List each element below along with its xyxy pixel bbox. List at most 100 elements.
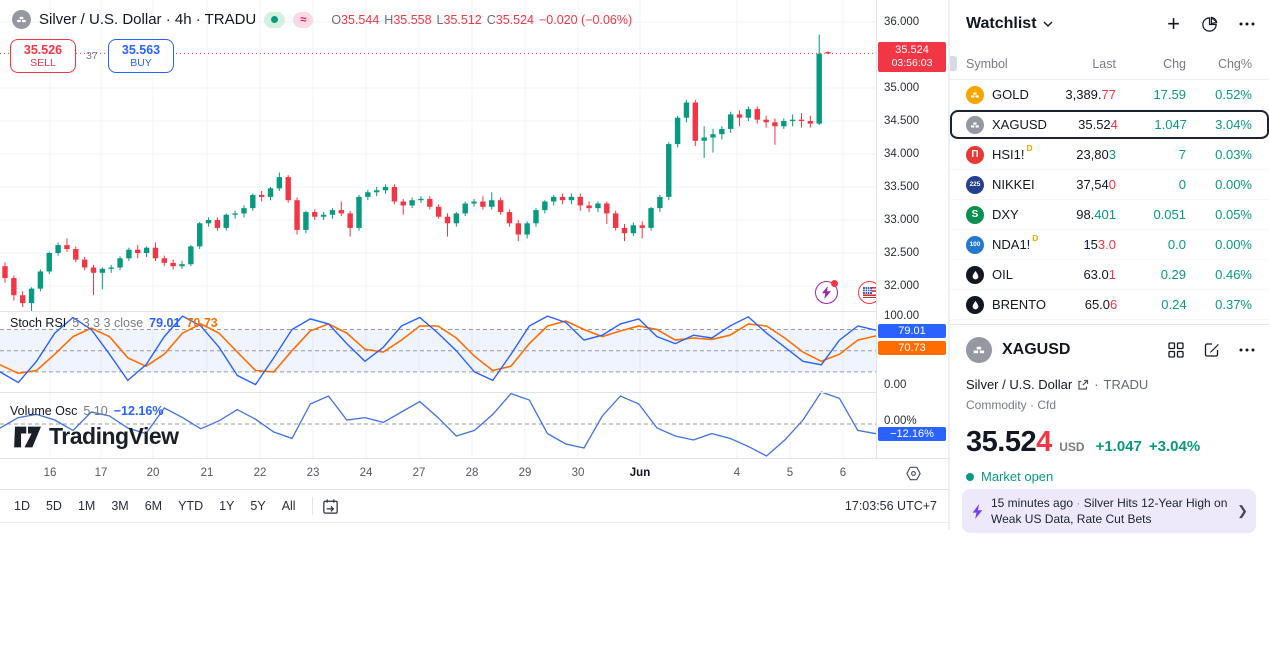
chart-section[interactable]: Silver / U.S. Dollar · 4h · TRADU ≈ O35.… <box>0 0 948 523</box>
sell-button[interactable]: 35.526 SELL <box>10 39 76 73</box>
current-price: 35.524 <box>895 44 929 56</box>
col-chg-pct[interactable]: Chg% <box>1217 56 1252 71</box>
notification-dot <box>831 280 838 287</box>
range-button-5y[interactable]: 5Y <box>250 499 266 513</box>
chg-pct-cell: 0.00% <box>1215 177 1252 192</box>
range-button-ytd[interactable]: YTD <box>178 499 204 513</box>
pie-chart-icon[interactable] <box>1200 15 1219 34</box>
watchlist-row-nda1[interactable]: 100 NDA1! D 153.0 0.0 0.00% <box>950 230 1269 260</box>
time-tick-label: 17 <box>94 467 108 479</box>
range-button-all[interactable]: All <box>281 499 296 513</box>
last-price-tick: 4 <box>1036 426 1053 458</box>
market-status-pill[interactable] <box>264 11 286 28</box>
edit-note-icon[interactable] <box>1203 341 1221 359</box>
price-change-pct: +3.04% <box>1148 438 1201 455</box>
symbol-description[interactable]: Silver / U.S. Dollar <box>966 377 1073 392</box>
chg-cell: 0.29 <box>1160 267 1186 282</box>
watchlist-row-brento[interactable]: BRENTO 65.06 0.24 0.37% <box>950 290 1269 320</box>
clock-timezone[interactable]: 17:03:56 UTC+7 <box>844 499 937 513</box>
more-options-icon[interactable] <box>1239 22 1255 26</box>
watermark-text: TradingView <box>49 423 179 449</box>
col-symbol[interactable]: Symbol <box>966 56 1008 71</box>
chg-pct-cell: 0.03% <box>1215 147 1252 162</box>
grid-view-icon[interactable] <box>1167 341 1185 359</box>
last-cell: 35.524 <box>1078 117 1118 132</box>
ohlc-values: O35.544 H35.558 L35.512 C35.524 −0.020 (−0.0… <box>331 13 632 27</box>
news-banner[interactable]: 15 minutes ago · Silver Hits 12-Year Hig… <box>962 489 1256 534</box>
time-tick-label: 28 <box>465 467 479 479</box>
watchlist-row-oil[interactable]: OIL 63.01 0.29 0.46% <box>950 260 1269 290</box>
more-options-icon[interactable] <box>1239 348 1255 352</box>
price-tick-label: 36.000 <box>884 16 920 28</box>
range-button-1y[interactable]: 1Y <box>219 499 235 513</box>
symbol-cell: 225 NIKKEI <box>966 175 1044 194</box>
silver-bars-icon <box>966 337 992 363</box>
candlestick-series <box>2 34 831 311</box>
price-tick-label: 34.000 <box>884 148 920 160</box>
symbol-cell: BRENTO <box>966 295 1046 314</box>
watchlist-row-gold[interactable]: GOLD 3,389.77 17.59 0.52% <box>950 80 1269 110</box>
range-button-1m[interactable]: 1M <box>77 499 96 513</box>
watchlist-row-hsi1[interactable]: Π HSI1! D 23,803 7 0.03% <box>950 140 1269 170</box>
watchlist-column-headers[interactable]: Symbol Last Chg Chg% <box>950 48 1269 80</box>
symbol-cell: XAGUSD <box>966 115 1047 134</box>
dxy-s-icon: S <box>966 205 984 224</box>
chg-pct-cell: 0.00% <box>1215 237 1252 252</box>
stoch-d-value: 70.73 <box>186 316 218 330</box>
tradingview-watermark: TradingView <box>14 423 179 450</box>
time-tick-label: 27 <box>412 467 426 479</box>
sell-price: 35.526 <box>23 42 63 57</box>
market-status-text: Market open <box>981 469 1054 484</box>
ohlc-item: L35.512 <box>436 12 482 27</box>
col-chg[interactable]: Chg <box>1163 56 1186 71</box>
symbol-name[interactable]: XAGUSD <box>1002 341 1071 358</box>
time-tick-label: 23 <box>306 467 320 479</box>
axis-settings-icon[interactable] <box>905 465 922 485</box>
delayed-badge: D <box>1026 143 1033 153</box>
col-last[interactable]: Last <box>1092 56 1116 71</box>
goto-date-icon[interactable] <box>321 497 340 516</box>
vol-axis-zero: 0.00% <box>884 415 917 427</box>
range-button-5d[interactable]: 5D <box>45 499 62 513</box>
chart-canvas[interactable] <box>0 0 948 458</box>
flash-event-icon[interactable] <box>815 280 838 304</box>
time-axis[interactable]: 16 17 20 21 22 23 24 27 28 29 30 Jun 4 5 6 <box>0 458 948 489</box>
stoch-axis-high: 100.00 <box>884 310 920 322</box>
watchlist-title-button[interactable]: Watchlist <box>966 15 1053 33</box>
watchlist-row-dxy[interactable]: S DXY 98.401 0.051 0.05% <box>950 200 1269 230</box>
delayed-badge: D <box>1032 233 1039 243</box>
price-tick-label: 34.500 <box>884 115 920 127</box>
symbol-info-panel: XAGUSD Silver / U.S. Dollar · <box>950 325 1269 484</box>
watchlist-row-nikkei[interactable]: 225 NIKKEI 37,540 0 0.00% <box>950 170 1269 200</box>
time-tick-label: 6 <box>839 467 847 479</box>
symbol-cell: S DXY <box>966 205 1044 224</box>
stoch-d-line <box>0 320 877 375</box>
range-button-1d[interactable]: 1D <box>14 499 30 513</box>
add-symbol-icon[interactable]: + <box>1167 11 1180 36</box>
price-tick-label: 33.000 <box>884 214 920 226</box>
toolbar-divider <box>311 497 313 515</box>
stoch-k-value: 79.01 <box>149 316 181 330</box>
stoch-name: Stoch RSI <box>10 316 67 330</box>
watchlist-row-xagusd[interactable]: XAGUSD 35.524 1.047 3.04% <box>950 110 1269 140</box>
stoch-params: 5 3 3 3 close <box>72 316 144 330</box>
chart-legend: Silver / U.S. Dollar · 4h · TRADU ≈ O35.… <box>12 10 632 29</box>
volume-osc-legend[interactable]: Volume Osc 5 10 −12.16% <box>10 404 163 418</box>
price-tick-label: 35.000 <box>884 82 920 94</box>
range-button-3m[interactable]: 3M <box>111 499 129 513</box>
buy-button[interactable]: 35.563 BUY <box>108 39 174 73</box>
stoch-rsi-legend[interactable]: Stoch RSI 5 3 3 3 close 79.01 70.73 <box>10 316 218 330</box>
oil-drop-icon <box>966 295 984 314</box>
vol-osc-badge: −12.16% <box>878 427 946 441</box>
trade-buttons: 35.526 SELL 37 35.563 BUY <box>10 39 174 73</box>
wave-pill[interactable]: ≈ <box>293 11 314 28</box>
range-button-6m[interactable]: 6M <box>144 499 163 513</box>
chg-pct-cell: 0.52% <box>1215 87 1252 102</box>
gold-bars-icon <box>966 85 984 104</box>
external-link-icon[interactable] <box>1077 379 1089 391</box>
volosc-value: −12.16% <box>113 404 164 418</box>
watchlist-header: Watchlist + <box>950 0 1269 48</box>
symbol-title[interactable]: Silver / U.S. Dollar · 4h · TRADU <box>39 11 257 28</box>
price-axis[interactable]: 35.524 03:56:03 100.00 79.01 70.73 0.00 … <box>876 0 948 458</box>
chg-cell: 1.047 <box>1154 117 1187 132</box>
